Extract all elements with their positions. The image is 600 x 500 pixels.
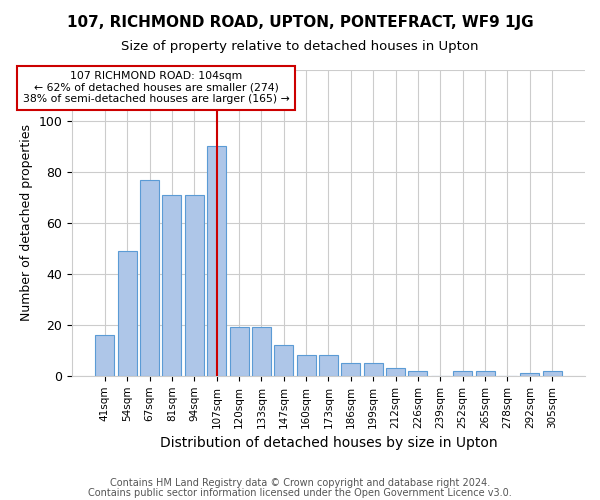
Bar xyxy=(476,370,494,376)
Bar xyxy=(341,363,361,376)
Bar xyxy=(453,370,472,376)
X-axis label: Distribution of detached houses by size in Upton: Distribution of detached houses by size … xyxy=(160,436,497,450)
Bar xyxy=(207,146,226,376)
Y-axis label: Number of detached properties: Number of detached properties xyxy=(20,124,33,322)
Bar xyxy=(230,328,248,376)
Bar xyxy=(140,180,159,376)
Text: Size of property relative to detached houses in Upton: Size of property relative to detached ho… xyxy=(121,40,479,53)
Bar xyxy=(319,356,338,376)
Bar xyxy=(409,370,427,376)
Bar xyxy=(296,356,316,376)
Bar xyxy=(274,345,293,376)
Text: 107 RICHMOND ROAD: 104sqm
← 62% of detached houses are smaller (274)
38% of semi: 107 RICHMOND ROAD: 104sqm ← 62% of detac… xyxy=(23,71,290,104)
Bar xyxy=(542,370,562,376)
Text: Contains HM Land Registry data © Crown copyright and database right 2024.: Contains HM Land Registry data © Crown c… xyxy=(110,478,490,488)
Text: 107, RICHMOND ROAD, UPTON, PONTEFRACT, WF9 1JG: 107, RICHMOND ROAD, UPTON, PONTEFRACT, W… xyxy=(67,15,533,30)
Bar xyxy=(95,335,115,376)
Bar xyxy=(185,195,204,376)
Bar xyxy=(252,328,271,376)
Text: Contains public sector information licensed under the Open Government Licence v3: Contains public sector information licen… xyxy=(88,488,512,498)
Bar xyxy=(520,374,539,376)
Bar xyxy=(118,251,137,376)
Bar xyxy=(364,363,383,376)
Bar xyxy=(163,195,181,376)
Bar xyxy=(386,368,405,376)
